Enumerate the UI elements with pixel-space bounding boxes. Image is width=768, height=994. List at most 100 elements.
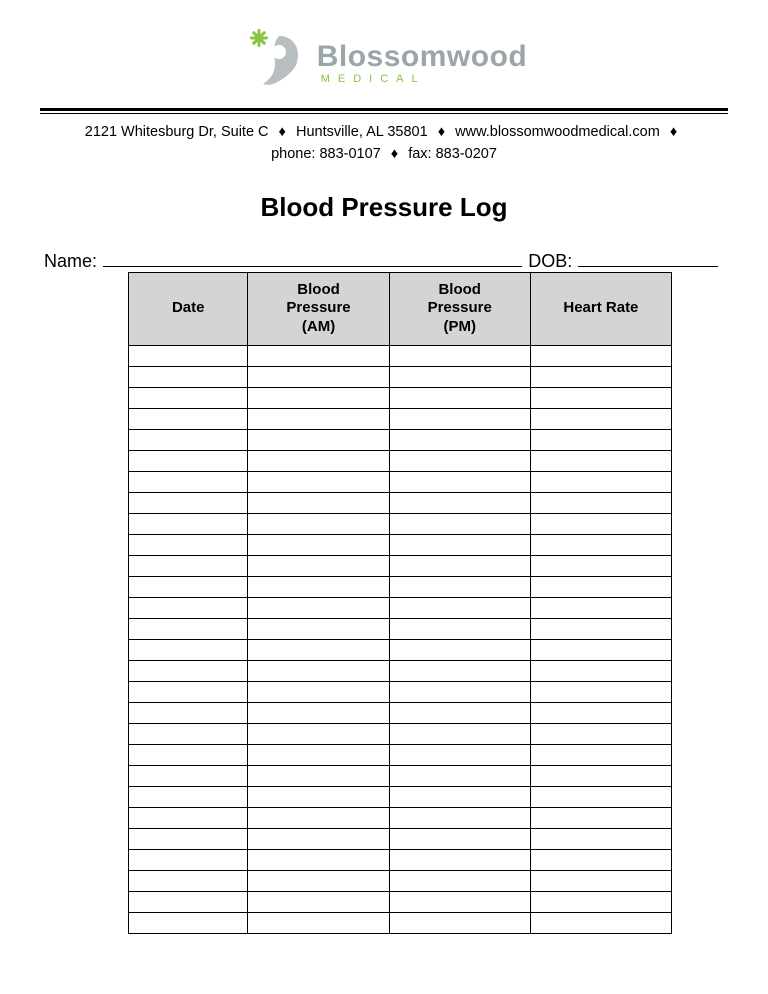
- table-cell[interactable]: [129, 618, 248, 639]
- table-cell[interactable]: [389, 429, 530, 450]
- table-cell[interactable]: [530, 597, 671, 618]
- table-cell[interactable]: [248, 555, 389, 576]
- table-cell[interactable]: [389, 807, 530, 828]
- table-cell[interactable]: [530, 555, 671, 576]
- table-cell[interactable]: [248, 639, 389, 660]
- table-cell[interactable]: [389, 555, 530, 576]
- table-cell[interactable]: [389, 597, 530, 618]
- table-cell[interactable]: [248, 681, 389, 702]
- table-cell[interactable]: [530, 828, 671, 849]
- table-cell[interactable]: [248, 492, 389, 513]
- table-cell[interactable]: [248, 534, 389, 555]
- table-cell[interactable]: [129, 366, 248, 387]
- table-cell[interactable]: [248, 576, 389, 597]
- table-cell[interactable]: [129, 702, 248, 723]
- table-cell[interactable]: [129, 429, 248, 450]
- table-cell[interactable]: [129, 408, 248, 429]
- table-cell[interactable]: [248, 891, 389, 912]
- table-cell[interactable]: [129, 534, 248, 555]
- table-cell[interactable]: [530, 576, 671, 597]
- table-cell[interactable]: [129, 387, 248, 408]
- table-cell[interactable]: [389, 576, 530, 597]
- table-cell[interactable]: [248, 849, 389, 870]
- table-cell[interactable]: [389, 870, 530, 891]
- table-cell[interactable]: [389, 723, 530, 744]
- table-cell[interactable]: [530, 408, 671, 429]
- table-cell[interactable]: [530, 366, 671, 387]
- table-cell[interactable]: [248, 723, 389, 744]
- table-cell[interactable]: [530, 534, 671, 555]
- table-cell[interactable]: [248, 366, 389, 387]
- table-cell[interactable]: [530, 639, 671, 660]
- table-cell[interactable]: [530, 387, 671, 408]
- table-cell[interactable]: [248, 786, 389, 807]
- table-cell[interactable]: [389, 534, 530, 555]
- table-cell[interactable]: [129, 555, 248, 576]
- table-cell[interactable]: [129, 576, 248, 597]
- table-cell[interactable]: [129, 660, 248, 681]
- table-cell[interactable]: [530, 345, 671, 366]
- table-cell[interactable]: [389, 366, 530, 387]
- table-cell[interactable]: [530, 471, 671, 492]
- table-cell[interactable]: [530, 849, 671, 870]
- table-cell[interactable]: [248, 807, 389, 828]
- name-input[interactable]: [103, 251, 522, 267]
- table-cell[interactable]: [248, 744, 389, 765]
- table-cell[interactable]: [129, 891, 248, 912]
- table-cell[interactable]: [129, 345, 248, 366]
- table-cell[interactable]: [389, 513, 530, 534]
- table-cell[interactable]: [389, 408, 530, 429]
- table-cell[interactable]: [389, 849, 530, 870]
- table-cell[interactable]: [389, 765, 530, 786]
- table-cell[interactable]: [389, 387, 530, 408]
- table-cell[interactable]: [248, 765, 389, 786]
- table-cell[interactable]: [248, 471, 389, 492]
- table-cell[interactable]: [248, 597, 389, 618]
- table-cell[interactable]: [530, 492, 671, 513]
- table-cell[interactable]: [389, 345, 530, 366]
- table-cell[interactable]: [530, 681, 671, 702]
- table-cell[interactable]: [248, 429, 389, 450]
- table-cell[interactable]: [248, 513, 389, 534]
- dob-input[interactable]: [578, 251, 718, 267]
- table-cell[interactable]: [129, 492, 248, 513]
- table-cell[interactable]: [389, 492, 530, 513]
- table-cell[interactable]: [389, 912, 530, 933]
- table-cell[interactable]: [389, 471, 530, 492]
- table-cell[interactable]: [389, 681, 530, 702]
- table-cell[interactable]: [248, 828, 389, 849]
- table-cell[interactable]: [248, 408, 389, 429]
- table-cell[interactable]: [129, 681, 248, 702]
- table-cell[interactable]: [129, 744, 248, 765]
- table-cell[interactable]: [530, 723, 671, 744]
- table-cell[interactable]: [248, 660, 389, 681]
- table-cell[interactable]: [389, 744, 530, 765]
- table-cell[interactable]: [389, 786, 530, 807]
- table-cell[interactable]: [129, 807, 248, 828]
- table-cell[interactable]: [248, 450, 389, 471]
- table-cell[interactable]: [389, 891, 530, 912]
- table-cell[interactable]: [129, 450, 248, 471]
- table-cell[interactable]: [530, 891, 671, 912]
- table-cell[interactable]: [530, 618, 671, 639]
- table-cell[interactable]: [248, 912, 389, 933]
- table-cell[interactable]: [129, 513, 248, 534]
- table-cell[interactable]: [530, 702, 671, 723]
- table-cell[interactable]: [389, 702, 530, 723]
- table-cell[interactable]: [530, 744, 671, 765]
- table-cell[interactable]: [129, 639, 248, 660]
- table-cell[interactable]: [530, 912, 671, 933]
- table-cell[interactable]: [129, 723, 248, 744]
- table-cell[interactable]: [129, 471, 248, 492]
- table-cell[interactable]: [129, 597, 248, 618]
- table-cell[interactable]: [129, 828, 248, 849]
- table-cell[interactable]: [248, 702, 389, 723]
- table-cell[interactable]: [389, 450, 530, 471]
- table-cell[interactable]: [129, 912, 248, 933]
- table-cell[interactable]: [389, 828, 530, 849]
- table-cell[interactable]: [129, 870, 248, 891]
- table-cell[interactable]: [530, 786, 671, 807]
- table-cell[interactable]: [530, 870, 671, 891]
- table-cell[interactable]: [248, 387, 389, 408]
- table-cell[interactable]: [248, 618, 389, 639]
